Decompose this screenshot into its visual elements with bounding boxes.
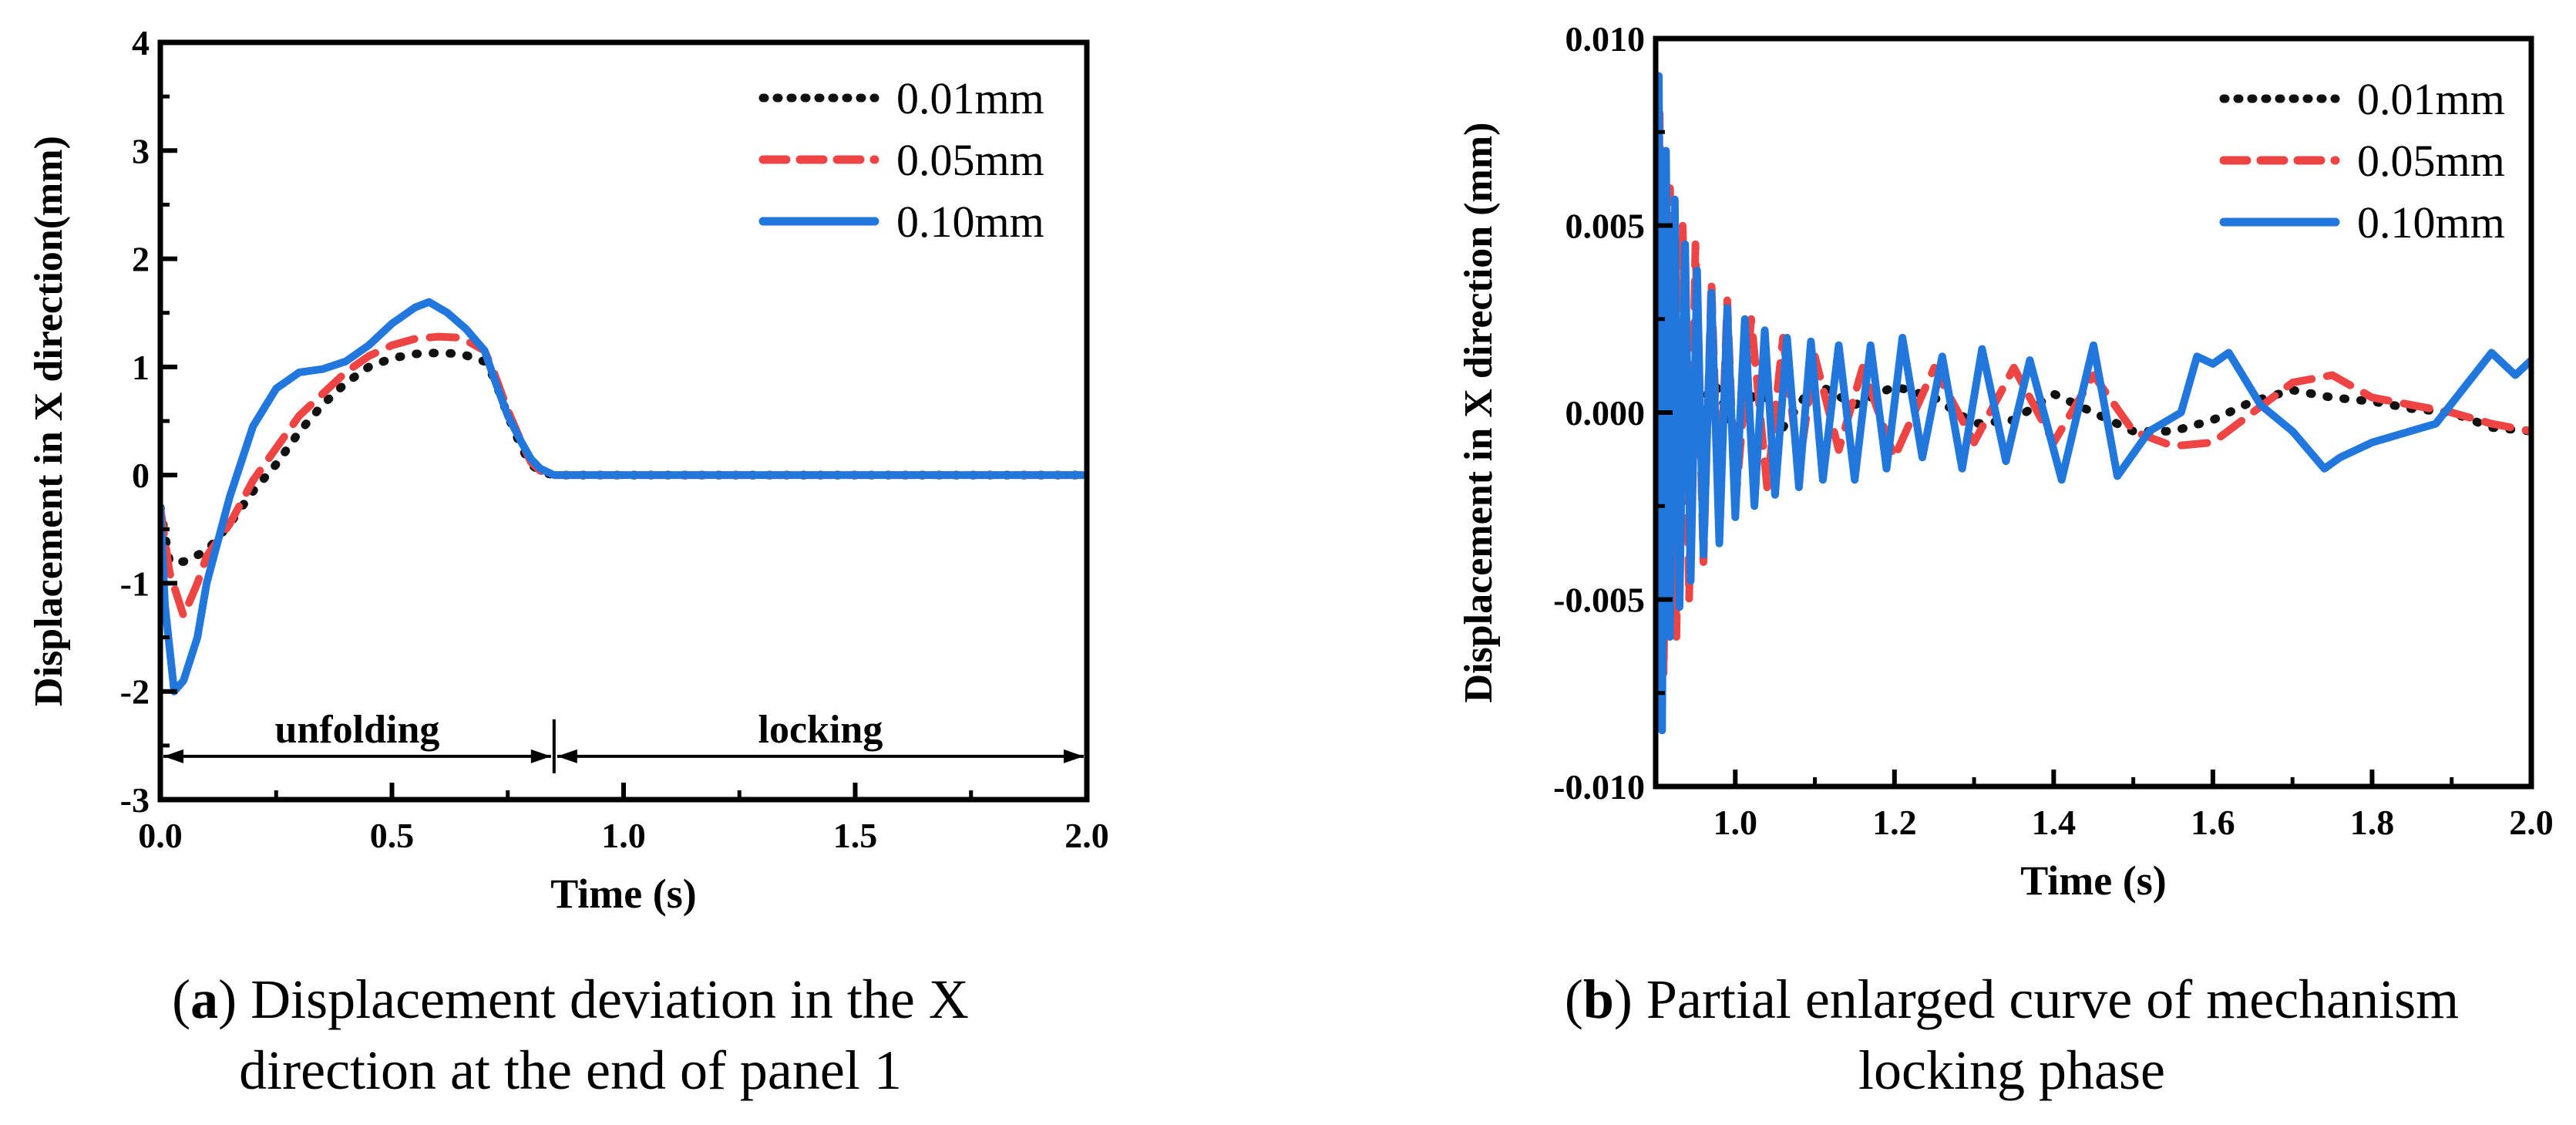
caption-a-label: a — [190, 968, 219, 1030]
caption-a-text1: ) Displacement deviation in the X — [218, 968, 969, 1030]
x-tick-label: 1.0 — [601, 816, 646, 855]
y-tick-label: 1 — [132, 348, 150, 387]
x-tick-label: 2.0 — [1064, 816, 1109, 855]
series-line-0.05mm — [1656, 109, 2531, 679]
legend-label-0.01mm: 0.01mm — [2357, 74, 2505, 124]
x-axis-label: Time (s) — [2020, 857, 2166, 904]
chart-b: 1.0 1.2 1.4 1.6 1.8 2.0 -0.010 -0.005 0.000 0.005… — [1457, 19, 2554, 904]
x-tick-label: 0.5 — [370, 816, 415, 855]
annotation-arrowhead-left — [557, 749, 577, 763]
y-tick-label: 0.010 — [1565, 19, 1646, 59]
y-tick-label: 4 — [132, 23, 150, 62]
caption-b-line1: (b) Partial enlarged curve of mechanism — [1564, 968, 2460, 1030]
y-tick-label: -3 — [120, 780, 150, 820]
chart-a: 0.0 0.5 1.0 1.5 2.0 -3 -2 -1 0 1 2 3 4 Time (s) Displa… — [27, 23, 1109, 917]
caption-b: (b) Partial enlarged curve of mechanism … — [1449, 964, 2574, 1106]
caption-a-line2: direction at the end of panel 1 — [239, 1039, 902, 1101]
legend-label-0.05mm: 0.05mm — [896, 135, 1044, 185]
y-tick-label: -0.010 — [1553, 767, 1645, 807]
legend-label-0.05mm: 0.05mm — [2357, 136, 2505, 186]
x-tick-label: 1.5 — [833, 816, 878, 855]
y-tick-label: 0.005 — [1565, 207, 1646, 246]
y-axis-label: Displacement in X direction (mm) — [1457, 123, 1501, 703]
x-axis-label: Time (s) — [550, 871, 696, 917]
x-tick-label: 1.2 — [1872, 803, 1917, 842]
caption-b-line2: locking phase — [1858, 1039, 2165, 1101]
x-tick-label: 1.6 — [2191, 803, 2235, 842]
y-tick-label: -0.005 — [1553, 581, 1645, 620]
legend-label-0.10mm: 0.10mm — [896, 197, 1044, 247]
x-tick-label: 1.4 — [2032, 803, 2077, 842]
series-line-0.01mm — [160, 349, 1087, 566]
x-tick-label: 1.0 — [1713, 803, 1758, 842]
annotation-label: unfolding — [274, 708, 439, 752]
x-tick-label: 2.0 — [2509, 803, 2554, 842]
y-tick-label: 0 — [132, 456, 150, 495]
y-tick-label: -2 — [120, 672, 150, 712]
series-line-0.10mm — [1656, 72, 2531, 735]
series-line-0.10mm — [160, 298, 1087, 696]
legend-label-0.10mm: 0.10mm — [2357, 197, 2505, 248]
y-axis-label: Displacement in X direction(mm) — [27, 136, 71, 706]
legend-label-0.01mm: 0.01mm — [896, 73, 1044, 123]
annotation-label: locking — [758, 708, 883, 752]
x-tick-label: 0.0 — [138, 816, 183, 855]
y-tick-label: 0.000 — [1565, 393, 1646, 433]
caption-b-label: b — [1582, 968, 1614, 1030]
y-tick-label: -1 — [120, 564, 150, 603]
annotation-arrowhead-left — [163, 749, 183, 763]
caption-b-text1: ) Partial enlarged curve of mechanism — [1613, 968, 2460, 1030]
annotation-arrowhead-right — [530, 749, 551, 763]
caption-a-line1: (a) Displacement deviation in the X — [172, 968, 969, 1030]
annotation-arrowhead-right — [1064, 749, 1084, 763]
y-tick-label: 3 — [132, 131, 150, 170]
caption-a: (a) Displacement deviation in the X dire… — [46, 964, 1095, 1106]
x-tick-label: 1.8 — [2350, 803, 2395, 842]
y-tick-label: 2 — [132, 240, 150, 279]
